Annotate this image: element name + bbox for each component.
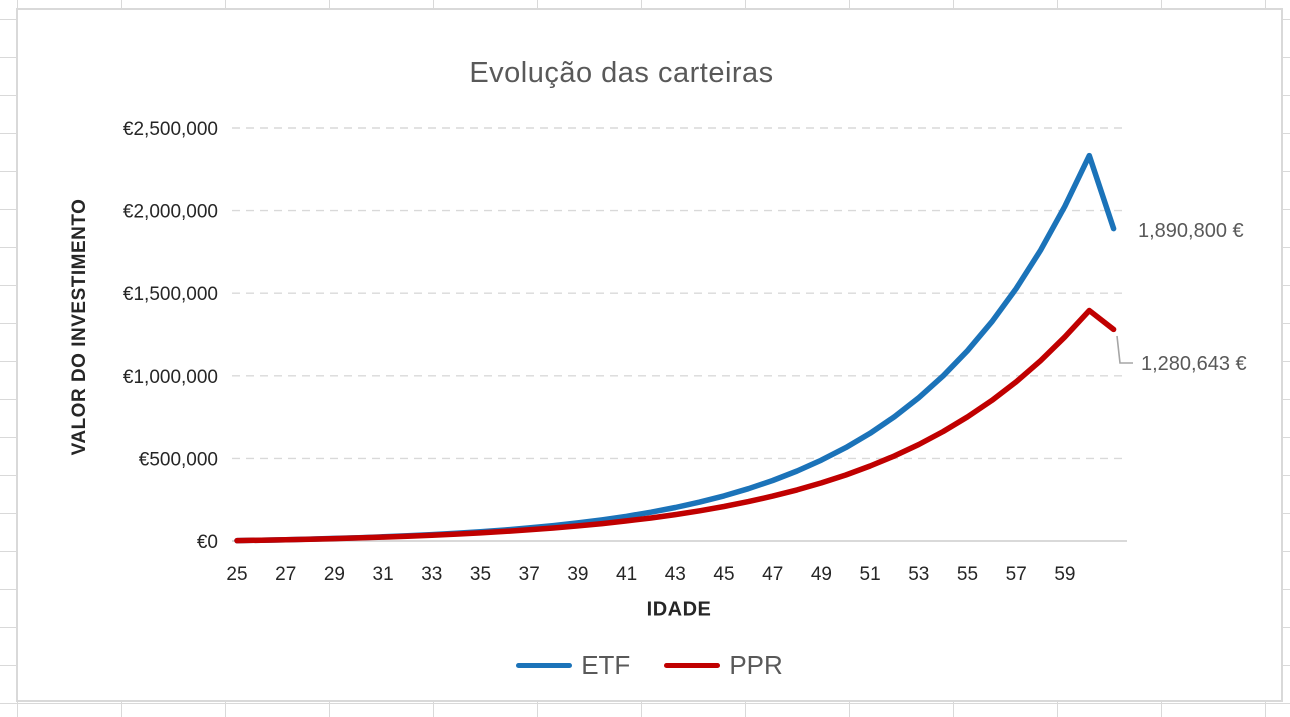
series-line-ppr[interactable] (234, 307, 1117, 544)
legend: ETF PPR (18, 650, 1281, 681)
y-tick-label: €2,500,000 (123, 119, 218, 140)
x-tick-label: 39 (567, 564, 588, 585)
y-tick-label: €1,500,000 (123, 284, 218, 305)
x-tick-label: 37 (519, 564, 540, 585)
x-tick-label: 47 (762, 564, 783, 585)
x-tick-label: 33 (421, 564, 442, 585)
x-tick-label: 53 (908, 564, 929, 585)
x-tick-label: 59 (1054, 564, 1075, 585)
plot-canvas: €0 €500,000 €1,000,000 €1,500,000 €2,000,000… (123, 119, 1247, 585)
x-tick-label: 41 (616, 564, 637, 585)
y-tick-label: €0 (197, 532, 218, 553)
x-tick-label: 29 (324, 564, 345, 585)
x-axis-title: IDADE (646, 598, 712, 621)
x-tick-label: 25 (226, 564, 247, 585)
x-tick-label: 49 (811, 564, 832, 585)
data-label-etf[interactable]: 1,890,800 € (1138, 220, 1244, 242)
x-tick-label: 35 (470, 564, 491, 585)
chart-title: Evolução das carteiras (469, 57, 774, 89)
x-tick-label: 51 (860, 564, 881, 585)
y-tick-label: €500,000 (139, 449, 218, 470)
x-tick-label: 43 (665, 564, 686, 585)
x-tick-label: 31 (373, 564, 394, 585)
data-label-ppr[interactable]: 1,280,643 € (1141, 353, 1247, 375)
legend-item-etf[interactable]: ETF (516, 650, 630, 681)
chart-area[interactable]: Evolução das carteiras VALOR DO INVESTIM… (16, 8, 1283, 702)
series-line-etf[interactable] (234, 152, 1117, 544)
x-tick-label: 55 (957, 564, 978, 585)
legend-item-ppr[interactable]: PPR (664, 650, 783, 681)
legend-swatch-etf (516, 663, 573, 668)
x-tick-label: 27 (275, 564, 296, 585)
x-tick-label: 45 (713, 564, 734, 585)
y-tick-label: €1,000,000 (123, 367, 218, 388)
y-tick-label: €2,000,000 (123, 202, 218, 223)
ppr-label-leader-line (1116, 335, 1133, 364)
legend-swatch-ppr (664, 663, 721, 668)
legend-label-etf: ETF (581, 650, 631, 680)
legend-label-ppr: PPR (729, 650, 783, 680)
x-tick-label: 57 (1006, 564, 1027, 585)
